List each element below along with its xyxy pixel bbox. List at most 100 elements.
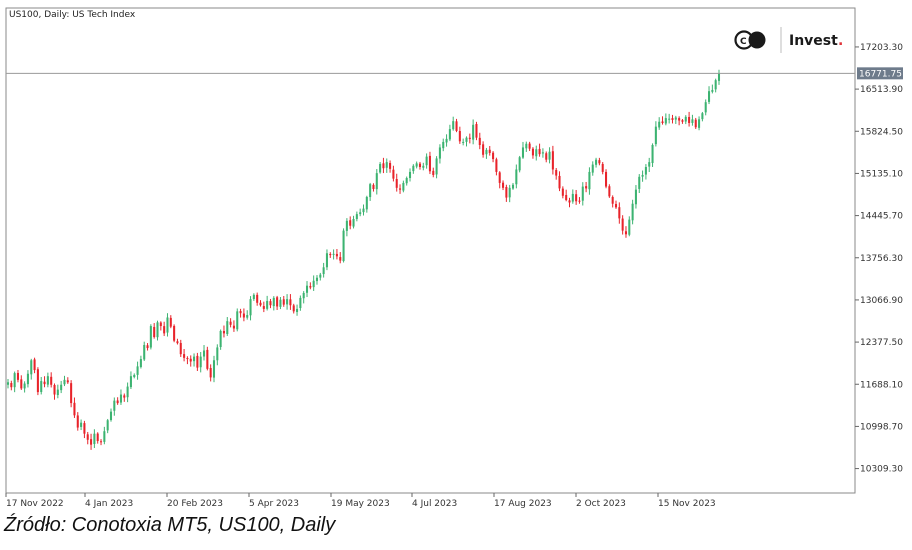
candle-body: [541, 152, 544, 154]
candle-body: [212, 360, 216, 378]
candle: [239, 308, 242, 318]
candle: [588, 167, 591, 195]
candle: [232, 320, 235, 332]
candle: [289, 294, 292, 310]
candle: [644, 164, 647, 180]
candle-body: [379, 163, 382, 173]
candle: [60, 380, 63, 394]
candle: [638, 174, 641, 194]
candle-body: [548, 151, 551, 160]
candle: [458, 126, 461, 144]
candle: [325, 249, 328, 271]
candle: [335, 249, 338, 260]
candle-body: [638, 176, 641, 189]
candle-body: [90, 439, 93, 445]
candle: [206, 346, 209, 371]
candle: [521, 141, 525, 159]
candle-body: [581, 186, 584, 201]
candle: [113, 397, 116, 416]
plot-area: [5, 7, 856, 494]
candle: [565, 189, 568, 202]
candle: [282, 295, 285, 307]
candle-body: [435, 158, 438, 175]
y-tick-label: 13756.30: [860, 254, 903, 264]
candle: [502, 180, 505, 191]
candle-body: [183, 354, 186, 358]
candle: [392, 165, 395, 182]
candle: [664, 113, 667, 126]
candle: [186, 356, 189, 365]
candle: [209, 364, 212, 382]
candle-body: [488, 149, 491, 153]
candle-body: [23, 383, 26, 389]
y-tick-label: 13066.90: [860, 296, 903, 306]
candle: [309, 282, 312, 290]
candle: [535, 145, 538, 161]
candle: [422, 162, 425, 171]
candle-body: [422, 165, 425, 168]
candle-body: [305, 285, 309, 293]
candle-body: [20, 379, 23, 389]
candle: [452, 116, 455, 131]
candle: [93, 429, 96, 448]
candle: [119, 389, 122, 405]
candle: [478, 132, 481, 150]
candle-body: [166, 317, 169, 333]
candle: [531, 147, 534, 159]
candle: [621, 215, 624, 235]
candle: [193, 353, 196, 367]
candle-body: [375, 173, 378, 190]
candle-body: [611, 196, 614, 204]
x-tick-label: 4 Jan 2023: [85, 499, 133, 509]
candle: [332, 249, 335, 260]
candle: [362, 204, 365, 216]
candle: [518, 155, 521, 173]
candle: [143, 341, 146, 361]
candle: [189, 355, 192, 367]
candle: [196, 352, 199, 371]
candle-body: [478, 137, 481, 145]
x-tick-label: 4 Jul 2023: [412, 499, 457, 509]
candle: [269, 298, 272, 309]
candle: [495, 157, 498, 176]
candle: [83, 420, 86, 439]
candle: [302, 291, 305, 304]
candle-body: [359, 212, 362, 215]
y-tick-label: 11688.10: [860, 380, 903, 390]
brand-logo: CS Invest .: [734, 27, 843, 53]
candle: [631, 199, 634, 225]
candle-body: [196, 355, 199, 368]
candle: [714, 78, 717, 93]
candle-body: [658, 121, 661, 128]
candle-body: [66, 380, 69, 383]
candle-body: [83, 423, 86, 434]
candle-body: [40, 381, 43, 392]
candle: [296, 304, 299, 316]
candle-body: [521, 147, 525, 158]
candle-body: [179, 342, 182, 355]
candle-body: [399, 188, 402, 190]
candle: [352, 215, 355, 229]
candle: [541, 148, 544, 158]
candle: [163, 321, 166, 337]
candle: [428, 151, 431, 175]
candle-body: [163, 326, 166, 334]
candle-body: [355, 214, 358, 220]
candle: [488, 146, 491, 156]
candle-body: [296, 308, 299, 313]
x-tick-label: 20 Feb 2023: [167, 499, 223, 509]
candle-body: [432, 170, 435, 175]
candle-body: [628, 219, 631, 235]
candle: [591, 161, 594, 176]
candle: [176, 338, 179, 345]
candle: [136, 361, 139, 380]
candle: [276, 295, 279, 310]
candle: [103, 426, 106, 445]
candle-body: [299, 297, 302, 309]
candle-body: [382, 163, 385, 169]
candle-body: [252, 294, 255, 299]
candle: [126, 382, 129, 403]
candle: [701, 111, 704, 122]
candle-body: [206, 349, 209, 369]
candle-body: [408, 171, 412, 179]
